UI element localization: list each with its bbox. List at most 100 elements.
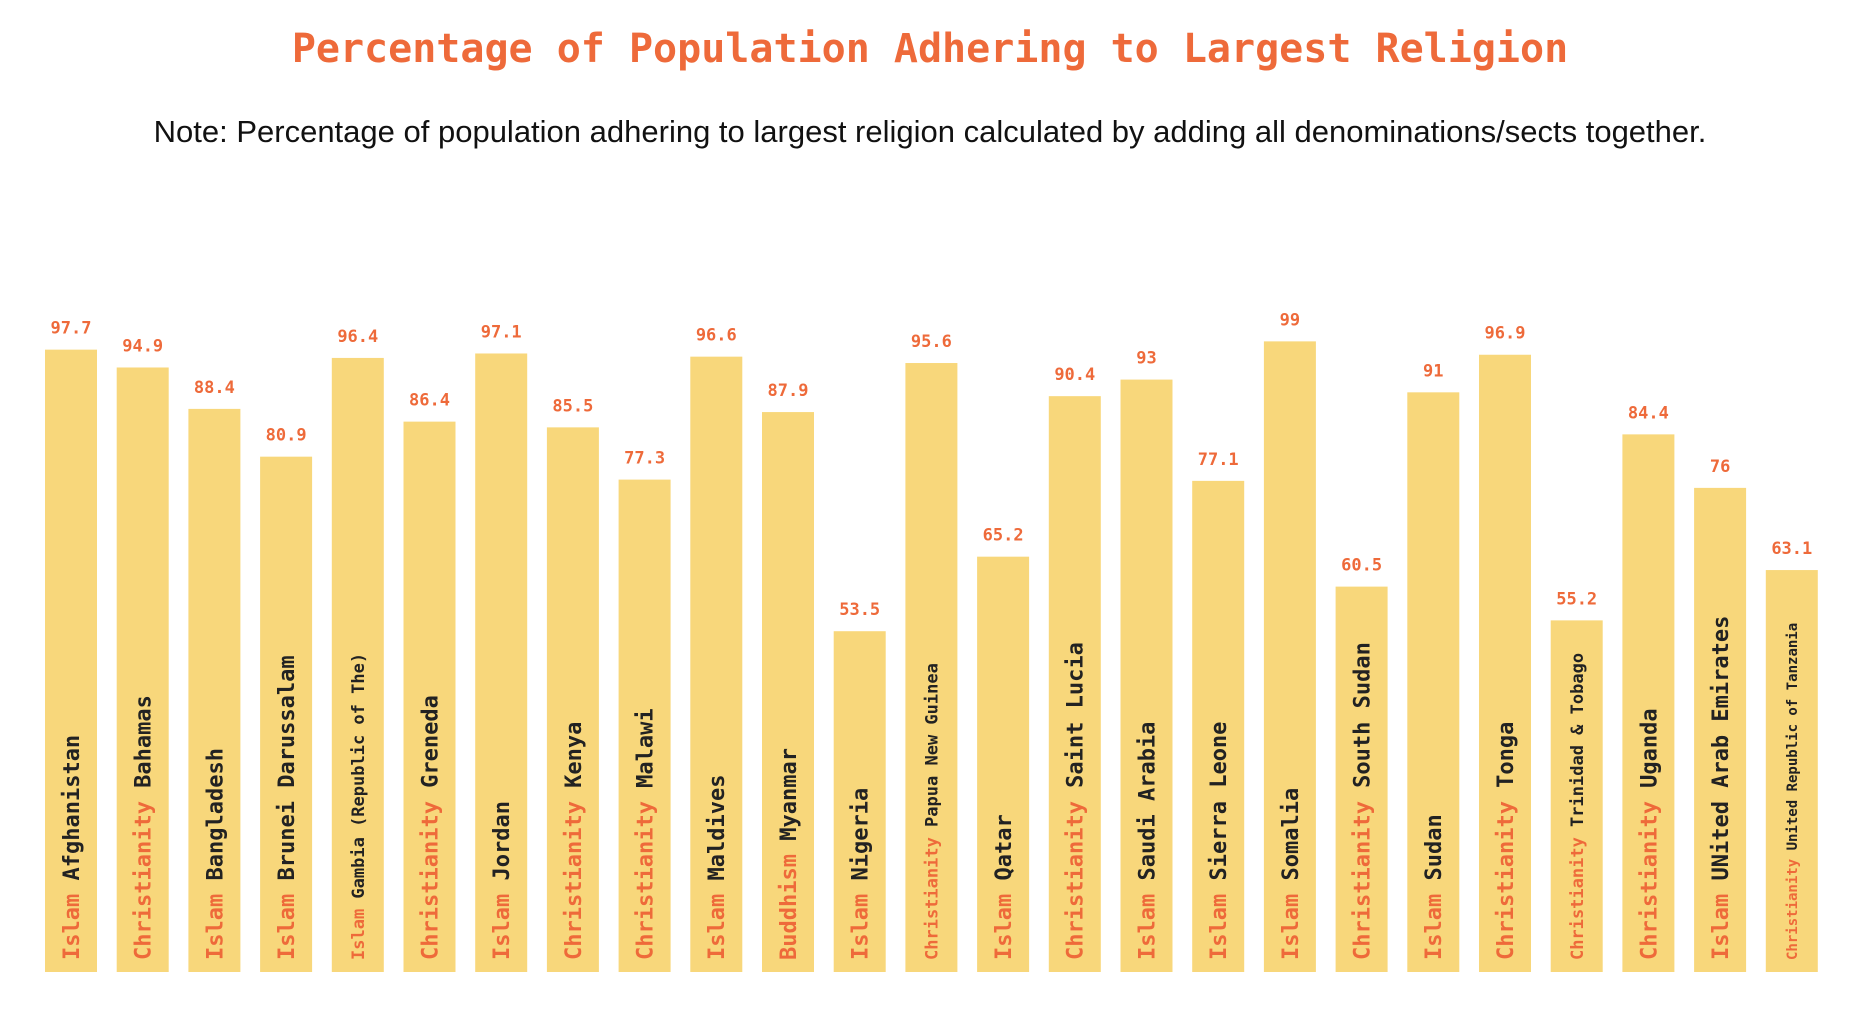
country-label: Somalia	[1279, 788, 1304, 881]
value-label: 77.3	[624, 449, 665, 469]
value-label: 77.1	[1198, 450, 1239, 470]
religion-label: Christianity	[132, 788, 157, 960]
bar-group: 91 Islam Sudan	[1407, 361, 1460, 973]
bar-label: Islam Jordan	[490, 801, 515, 960]
bar-label: Islam Bangladesh	[203, 748, 228, 960]
bar-label: Islam Qatar	[992, 814, 1017, 960]
bar-group: 96.6 Islam Maldives	[690, 326, 743, 973]
bar-label: Christianity Tonga	[1494, 722, 1519, 960]
bar	[1765, 570, 1818, 972]
bar-label: Islam Afghanistan	[60, 735, 85, 960]
bar	[1622, 434, 1675, 972]
bar	[833, 631, 886, 972]
bar-label: Christianity United Republic of Tanzania	[1785, 623, 1801, 960]
value-label: 60.5	[1341, 556, 1382, 576]
bar-label: Christianity Bahamas	[132, 695, 157, 960]
religion-label: Islam	[349, 899, 369, 960]
religion-label: Islam	[1207, 881, 1232, 960]
country-label: Maldives	[705, 775, 730, 881]
country-label: Gambia (Republic of The)	[349, 653, 369, 899]
value-label: 87.9	[768, 381, 809, 401]
bar-group: 80.9 Islam Brunei Darussalam	[260, 426, 313, 972]
bar	[331, 357, 384, 972]
country-label: UNited Arab Emirates	[1709, 616, 1734, 881]
value-label: 96.9	[1485, 324, 1526, 344]
bar-group: 97.7 Islam Afghanistan	[45, 319, 97, 972]
bar	[475, 353, 528, 972]
country-label: Kenya	[562, 722, 587, 788]
bar-group: 93 Islam Saudi Arabia	[1120, 349, 1173, 973]
bar-label: Islam Saudi Arabia	[1135, 722, 1160, 960]
bar-label: Christianity Uganda	[1637, 708, 1662, 960]
bar-group: 90.4 Christianity Saint Lucia	[1048, 365, 1101, 973]
bar-group: 96.9 Christianity Tonga	[1479, 324, 1531, 972]
bar-group: 77.1 Islam Sierra Leone	[1192, 450, 1245, 972]
country-label: Saudi Arabia	[1135, 722, 1160, 881]
bar-label: Christianity Kenya	[562, 722, 587, 960]
bar-group: 97.1 Islam Jordan	[475, 322, 528, 972]
religion-label: Islam	[1422, 881, 1447, 960]
bar-group: 60.5 Christianity South Sudan	[1335, 556, 1388, 972]
bar-group: 99 Islam Somalia	[1263, 310, 1316, 972]
country-label: Greneda	[418, 695, 443, 788]
bar-label: Christianity Saint Lucia	[1064, 642, 1089, 960]
value-label: 76	[1710, 457, 1730, 477]
value-label: 55.2	[1556, 589, 1597, 609]
bar-label: Christianity Trinidad & Tobago	[1568, 653, 1588, 960]
bar	[546, 427, 599, 972]
value-label: 96.4	[337, 327, 378, 347]
country-label: Papua New Guinea	[923, 663, 943, 827]
bar-group: 76 Islam UNited Arab Emirates	[1694, 457, 1747, 972]
bar-label: Islam Brunei Darussalam	[275, 655, 300, 960]
chart-note: Note: Percentage of population adhering …	[153, 114, 1707, 149]
country-label: Brunei Darussalam	[275, 655, 300, 880]
bar-group: 85.5 Christianity Kenya	[546, 396, 599, 972]
country-label: Sierra Leone	[1207, 722, 1232, 881]
religion-label: Islam	[849, 881, 874, 960]
country-label: Bahamas	[132, 695, 157, 788]
bar-label: Islam Maldives	[705, 775, 730, 960]
value-label: 85.5	[552, 396, 593, 416]
bar	[1550, 620, 1603, 972]
bar	[116, 367, 169, 972]
religion-label: Christianity	[562, 788, 587, 960]
country-label: South Sudan	[1351, 642, 1376, 788]
bar	[977, 556, 1030, 972]
value-label: 96.6	[696, 326, 737, 346]
bar	[45, 349, 97, 972]
bar-group: 77.3 Christianity Malawi	[618, 449, 671, 972]
religion-label: Christianity	[1785, 850, 1801, 960]
bar-label: Christianity Greneda	[418, 695, 443, 960]
country-label: Tonga	[1494, 722, 1519, 788]
value-label: 97.7	[51, 319, 92, 339]
bar	[1407, 392, 1460, 973]
value-label: 63.1	[1771, 539, 1812, 559]
bar	[260, 456, 313, 972]
bar	[618, 479, 671, 972]
value-label: 88.4	[194, 378, 235, 398]
religion-label: Islam	[490, 881, 515, 960]
country-label: Afghanistan	[60, 735, 85, 881]
bar-label: Islam Nigeria	[849, 788, 874, 960]
religion-label: Christianity	[1064, 788, 1089, 960]
country-label: United Republic of Tanzania	[1785, 623, 1801, 851]
religion-label: Buddhism	[777, 841, 802, 960]
religion-label: Christianity	[1637, 788, 1662, 960]
value-label: 91	[1423, 361, 1443, 381]
religion-label: Islam	[203, 881, 228, 960]
bar	[905, 363, 958, 972]
religion-label: Christianity	[1351, 788, 1376, 960]
bar-group: 95.6 Christianity Papua New Guinea	[905, 332, 958, 972]
religion-label: Islam	[60, 881, 85, 960]
bar-group: 96.4 Islam Gambia (Republic of The)	[331, 327, 384, 972]
bar-label: Islam Sierra Leone	[1207, 722, 1232, 960]
bar-label: Christianity South Sudan	[1351, 642, 1376, 960]
bar	[1192, 480, 1245, 972]
bar-group: 63.1 Christianity United Republic of Tanz…	[1765, 539, 1818, 972]
bar	[188, 408, 241, 973]
bar-group: 84.4 Christianity Uganda	[1622, 403, 1675, 972]
religion-label: Christianity	[1568, 827, 1588, 960]
country-label: Saint Lucia	[1064, 642, 1089, 788]
religion-label: Christianity	[634, 788, 659, 960]
